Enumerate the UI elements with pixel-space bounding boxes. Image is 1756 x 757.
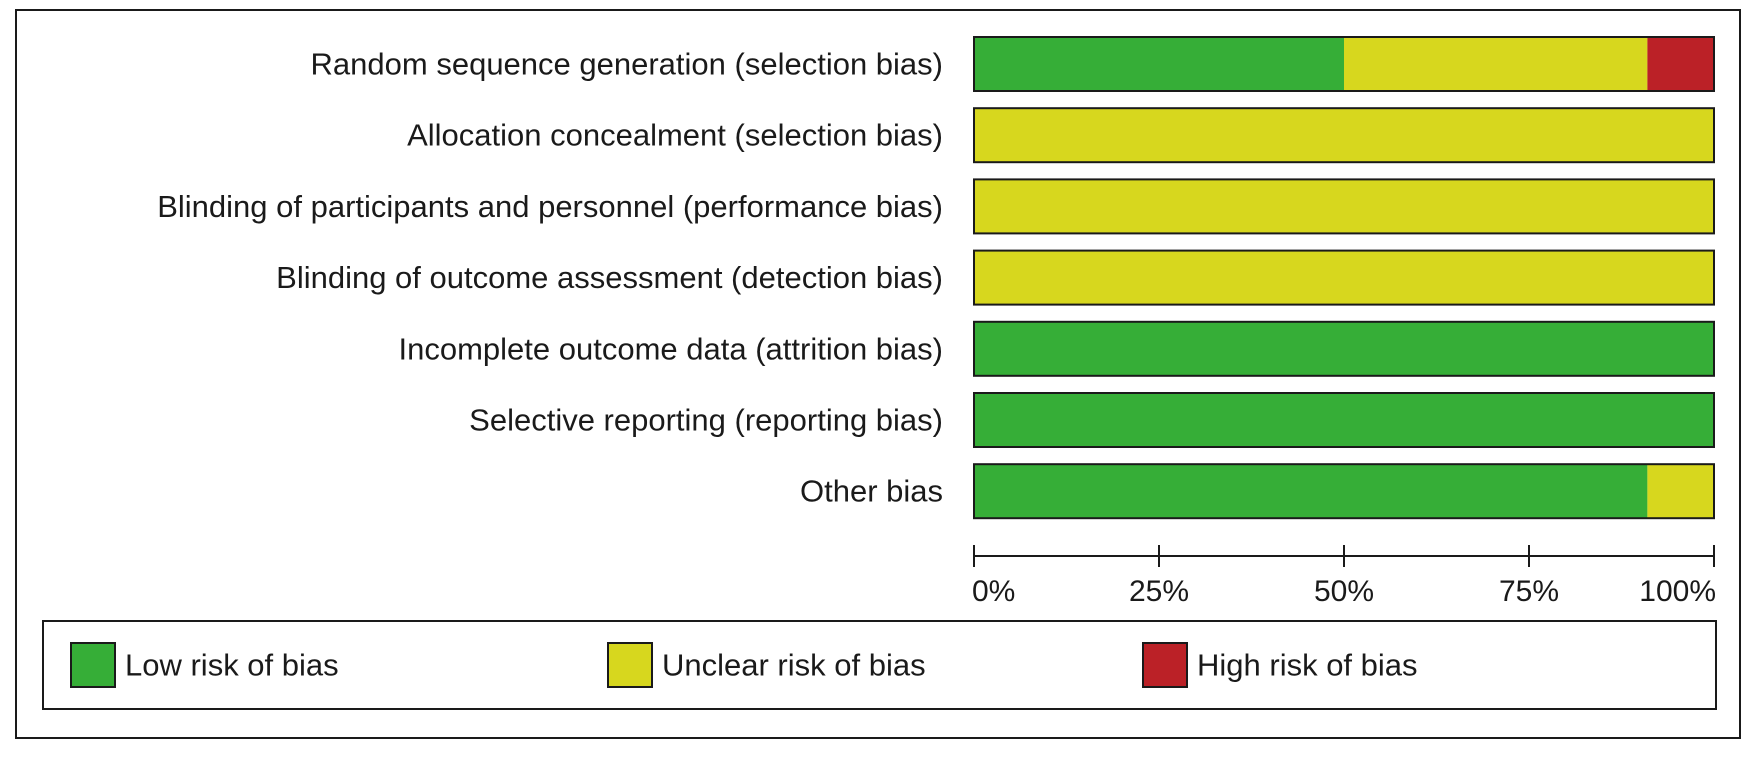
- legend-swatch: [607, 642, 653, 688]
- bar-outline: [973, 463, 1715, 520]
- legend-label: Unclear risk of bias: [662, 648, 926, 683]
- bar-segment-low-risk-of-bias: [974, 37, 1344, 91]
- bar-segment-low-risk-of-bias: [974, 321, 1714, 376]
- x-tick-label: 25%: [1129, 575, 1189, 608]
- x-tick-label: 100%: [1639, 575, 1716, 608]
- bar-outline: [973, 36, 1715, 92]
- category-label: Selective reporting (reporting bias): [469, 403, 943, 438]
- bar-segment-unclear-risk-of-bias: [1344, 37, 1648, 91]
- bar-segment-unclear-risk-of-bias: [974, 250, 1714, 305]
- bar-outline: [973, 320, 1715, 377]
- category-label: Allocation concealment (selection bias): [407, 118, 943, 153]
- legend-swatch: [1142, 642, 1188, 688]
- legend-label: Low risk of bias: [125, 648, 339, 683]
- legend-box: [42, 620, 1717, 710]
- bar-segment-low-risk-of-bias: [974, 464, 1648, 519]
- x-tick-label: 50%: [1314, 575, 1374, 608]
- legend-swatch: [70, 642, 116, 688]
- category-label: Random sequence generation (selection bi…: [311, 47, 943, 82]
- category-label: Blinding of participants and personnel (…: [157, 189, 943, 224]
- bars: [973, 36, 1715, 520]
- category-label: Blinding of outcome assessment (detectio…: [276, 260, 943, 295]
- bar-segment-unclear-risk-of-bias: [974, 108, 1714, 163]
- x-axis: 0% 25% 50% 75% 100%: [972, 545, 1716, 608]
- bar-outline: [973, 249, 1715, 306]
- bar-outline: [973, 392, 1715, 448]
- x-tick-label: 0%: [972, 575, 1015, 608]
- legend-label: High risk of bias: [1197, 648, 1418, 683]
- bar-segment-unclear-risk-of-bias: [974, 179, 1714, 234]
- bar-outline: [973, 107, 1715, 164]
- bar-outline: [973, 178, 1715, 235]
- bar-segment-high-risk-of-bias: [1647, 37, 1714, 91]
- category-label: Other bias: [800, 474, 943, 509]
- bar-segment-unclear-risk-of-bias: [1647, 464, 1714, 519]
- legend: Low risk of bias Unclear risk of bias High…: [42, 620, 1717, 710]
- category-label: Incomplete outcome data (attrition bias): [399, 331, 944, 366]
- bar-segment-low-risk-of-bias: [974, 393, 1714, 447]
- category-labels: Random sequence generation (selection bi…: [157, 47, 943, 509]
- x-tick-label: 75%: [1499, 575, 1559, 608]
